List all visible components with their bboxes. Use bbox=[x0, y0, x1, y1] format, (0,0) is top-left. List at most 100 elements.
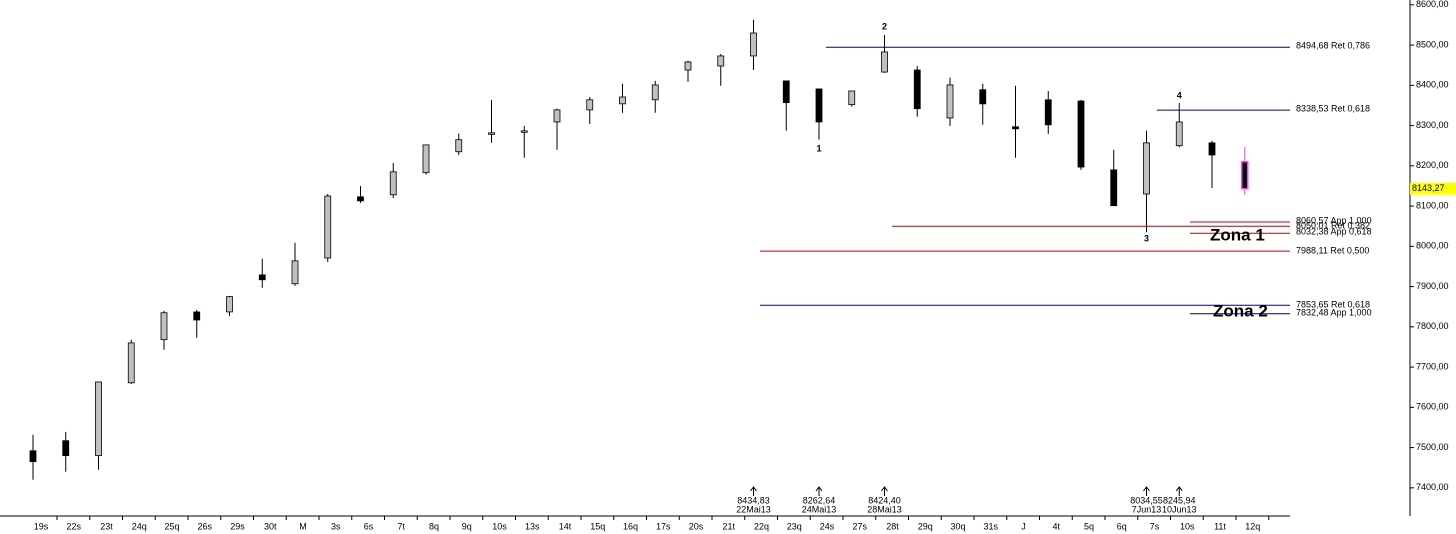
y-tick-label: 7500,00 bbox=[1416, 442, 1449, 452]
x-tick-label: 12q bbox=[1245, 521, 1260, 531]
y-tick-label: 8400,00 bbox=[1416, 80, 1449, 90]
candle-body bbox=[553, 109, 561, 123]
marker-arrow-head bbox=[881, 486, 888, 492]
level-label: 7988,11 Ret 0,500 bbox=[1296, 245, 1369, 255]
marker-date: 22Mai13 bbox=[736, 504, 771, 514]
x-tick-label: 8q bbox=[429, 521, 439, 531]
y-tick-label: 8200,00 bbox=[1416, 160, 1449, 170]
candle-body bbox=[357, 196, 364, 202]
candle-body bbox=[520, 130, 528, 133]
candle-body bbox=[782, 80, 790, 104]
x-tick-label: 23t bbox=[100, 521, 113, 531]
marker-value: 8034,55 bbox=[1130, 495, 1163, 505]
last-price-tag bbox=[1410, 182, 1456, 195]
level-label: 8338,53 Ret 0,618 bbox=[1296, 103, 1370, 113]
candle-body bbox=[29, 450, 37, 463]
y-tick-label: 8100,00 bbox=[1416, 200, 1449, 210]
y-tick-label: 8000,00 bbox=[1416, 241, 1449, 251]
x-tick-label: 25q bbox=[164, 521, 179, 531]
x-tick-label: 13s bbox=[525, 521, 540, 531]
candle-body bbox=[291, 260, 299, 285]
candle-body bbox=[1077, 100, 1085, 168]
x-tick-label: 3s bbox=[331, 521, 341, 531]
candle-body bbox=[651, 84, 659, 101]
wave-label: 2 bbox=[882, 21, 887, 31]
candle-body bbox=[488, 132, 495, 135]
x-tick-label: 29s bbox=[230, 521, 245, 531]
x-tick-label: 17s bbox=[656, 521, 671, 531]
x-tick-label: M bbox=[299, 521, 307, 531]
marker-date: 10Jun13 bbox=[1162, 504, 1197, 514]
candle-body bbox=[422, 144, 430, 174]
x-tick-label: 10s bbox=[492, 521, 507, 531]
level-label: 7832,48 App 1,000 bbox=[1296, 307, 1372, 317]
candle-body bbox=[95, 381, 102, 457]
x-tick-label: 26s bbox=[197, 521, 212, 531]
x-tick-label: 5q bbox=[1084, 521, 1094, 531]
candle-body bbox=[258, 274, 266, 281]
marker-value: 8262,64 bbox=[803, 495, 836, 505]
x-tick-label: 31s bbox=[983, 521, 998, 531]
marker-date: 7Jun13 bbox=[1132, 504, 1162, 514]
x-tick-label: 24s bbox=[820, 521, 835, 531]
candle-body bbox=[1208, 142, 1216, 156]
x-tick-label: 29q bbox=[918, 521, 933, 531]
marker-arrow-head bbox=[750, 486, 757, 492]
candle-body bbox=[946, 84, 954, 119]
x-tick-label: 21t bbox=[722, 521, 735, 531]
marker-arrow-head bbox=[815, 486, 823, 492]
x-tick-label: 15q bbox=[590, 521, 605, 531]
candle-body bbox=[1044, 99, 1052, 126]
x-tick-label: 23q bbox=[787, 521, 802, 531]
candle-body bbox=[1012, 126, 1019, 130]
candle-body bbox=[1143, 142, 1150, 195]
x-tick-label: J bbox=[1021, 521, 1026, 531]
level-label: 8050,01 Ret 0,382 bbox=[1296, 220, 1370, 230]
y-tick-label: 8300,00 bbox=[1416, 120, 1449, 130]
candle-body bbox=[619, 96, 626, 105]
zone-label: Zona 2 bbox=[1213, 301, 1268, 320]
candle-body bbox=[324, 195, 332, 259]
y-tick-label: 7800,00 bbox=[1416, 321, 1449, 331]
y-tick-label: 7400,00 bbox=[1416, 482, 1449, 492]
zone-label: Zona 1 bbox=[1210, 225, 1265, 244]
x-tick-label: 27s bbox=[852, 521, 867, 531]
candle-body bbox=[193, 311, 201, 321]
marker-date: 28Mai13 bbox=[867, 504, 902, 514]
candle-body bbox=[226, 296, 233, 313]
y-tick-label: 7700,00 bbox=[1416, 361, 1449, 371]
y-tick-label: 8500,00 bbox=[1416, 39, 1449, 49]
candle-body bbox=[881, 51, 888, 73]
y-tick-label: 7600,00 bbox=[1416, 402, 1449, 412]
candle-body bbox=[848, 90, 856, 106]
marker-value: 8434,83 bbox=[737, 495, 770, 505]
x-tick-label: 11t bbox=[1214, 521, 1226, 531]
candle-body bbox=[160, 312, 168, 341]
candle-body bbox=[1175, 121, 1183, 147]
marker-date: 24Mai13 bbox=[802, 504, 837, 514]
y-tick-label: 8600,00 bbox=[1416, 0, 1449, 9]
marker-arrow-head bbox=[1143, 486, 1150, 492]
candle-body bbox=[389, 171, 397, 196]
wave-label: 3 bbox=[1144, 233, 1149, 243]
level-label: 8494,68 Ret 0,786 bbox=[1296, 40, 1370, 50]
marker-value: 8245,94 bbox=[1163, 495, 1196, 505]
candle-body bbox=[750, 32, 757, 57]
x-tick-label: 14t bbox=[559, 521, 572, 531]
candle-body bbox=[127, 342, 135, 384]
candle-body bbox=[913, 69, 921, 110]
x-tick-label: 28t bbox=[886, 521, 899, 531]
x-tick-label: 9q bbox=[462, 521, 472, 531]
last-price-label: 8143,27 bbox=[1412, 183, 1445, 193]
x-tick-label: 22s bbox=[66, 521, 81, 531]
x-tick-label: 6s bbox=[364, 521, 374, 531]
candle-body bbox=[1110, 169, 1118, 207]
marker-arrow-head bbox=[1175, 486, 1183, 492]
x-tick-label: 30t bbox=[264, 521, 277, 531]
wave-label: 1 bbox=[816, 143, 821, 153]
level-label: 8060,57 App 1,000 bbox=[1296, 215, 1372, 225]
candle-body bbox=[455, 139, 463, 153]
x-tick-label: 19s bbox=[34, 521, 49, 531]
